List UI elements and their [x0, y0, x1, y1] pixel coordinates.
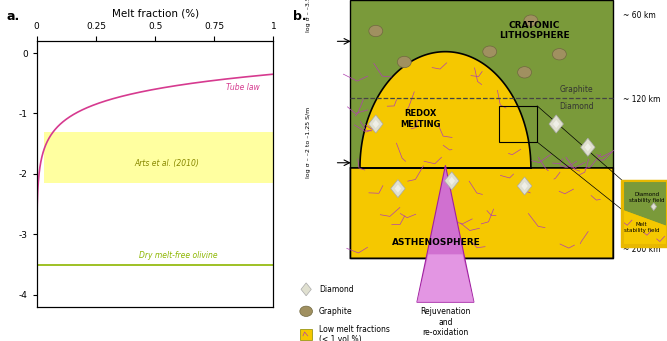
Circle shape [398, 56, 412, 68]
Bar [621, 180, 667, 247]
Text: CRATONIC
LITHOSPHERE: CRATONIC LITHOSPHERE [499, 21, 570, 40]
Polygon shape [350, 0, 613, 168]
Polygon shape [549, 115, 564, 133]
Polygon shape [373, 120, 379, 128]
Bar [623, 181, 667, 246]
Bar [499, 106, 537, 142]
Polygon shape [444, 172, 459, 190]
Polygon shape [623, 210, 667, 246]
Polygon shape [301, 283, 311, 296]
Polygon shape [391, 180, 405, 198]
Text: ASTHENOSPHERE: ASTHENOSPHERE [392, 238, 480, 247]
Text: Diamond: Diamond [319, 285, 354, 294]
Bar [299, 329, 312, 340]
Text: Dry melt-free olivine: Dry melt-free olivine [139, 251, 218, 260]
Polygon shape [369, 115, 383, 133]
Text: Low melt fractions
(< 1 vol.%): Low melt fractions (< 1 vol.%) [319, 325, 390, 341]
Polygon shape [395, 184, 401, 193]
Bar [44, 132, 273, 183]
X-axis label: Melt fraction (%): Melt fraction (%) [111, 9, 199, 19]
Text: ~ 120 km: ~ 120 km [623, 95, 660, 104]
Circle shape [299, 306, 312, 316]
Text: Graphite: Graphite [319, 307, 352, 316]
Text: Melt
stability field: Melt stability field [624, 222, 659, 233]
Polygon shape [448, 177, 455, 185]
Circle shape [518, 66, 532, 78]
Polygon shape [417, 254, 474, 302]
Polygon shape [553, 120, 560, 128]
Polygon shape [522, 182, 528, 190]
Text: Diamond: Diamond [560, 102, 594, 111]
Text: Tube law: Tube law [226, 83, 259, 92]
Text: b.: b. [293, 10, 307, 23]
Polygon shape [417, 165, 474, 302]
Circle shape [369, 25, 383, 37]
Polygon shape [651, 203, 656, 210]
Text: log σ – –3.5/m: log σ – –3.5/m [306, 0, 311, 32]
Polygon shape [584, 143, 591, 151]
Polygon shape [350, 52, 613, 258]
Polygon shape [518, 177, 532, 195]
Polygon shape [581, 138, 595, 156]
Text: ~ 60 km: ~ 60 km [623, 11, 656, 20]
Text: REDOX
MELTING: REDOX MELTING [400, 109, 440, 129]
Text: Rejuvenation
and
re-oxidation: Rejuvenation and re-oxidation [420, 308, 471, 337]
Text: Graphite: Graphite [560, 85, 593, 94]
Circle shape [524, 15, 538, 26]
Polygon shape [623, 181, 667, 226]
Text: Diamond
stability field: Diamond stability field [629, 192, 665, 203]
Polygon shape [350, 168, 613, 258]
Text: Arts et al. (2010): Arts et al. (2010) [135, 159, 199, 167]
Text: ~ 200 km: ~ 200 km [623, 245, 660, 254]
Circle shape [552, 48, 566, 60]
Text: a.: a. [7, 10, 20, 23]
Circle shape [483, 46, 497, 57]
Text: log σ – –2 to –1.25 S/m: log σ – –2 to –1.25 S/m [306, 107, 311, 178]
